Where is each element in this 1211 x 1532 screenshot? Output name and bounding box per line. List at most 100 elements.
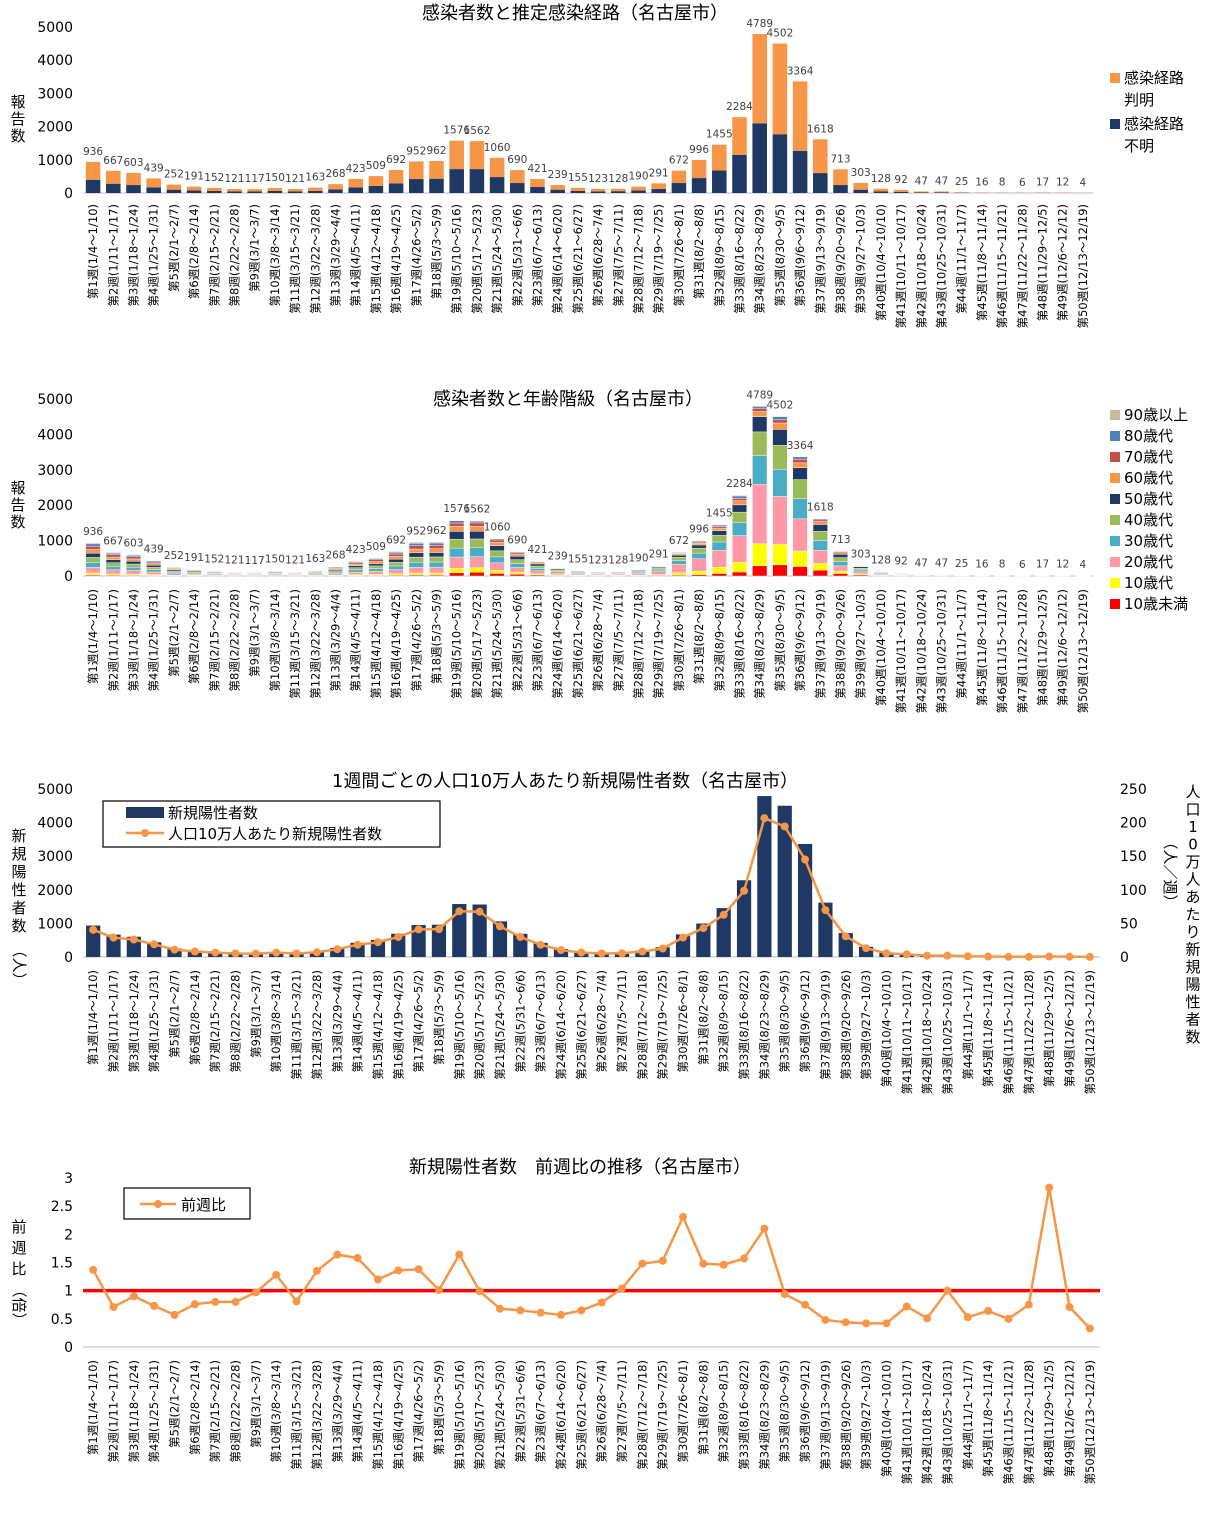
data-label: 291 xyxy=(649,167,669,179)
line-point xyxy=(89,1266,97,1274)
y-tick-label: 1 xyxy=(64,1284,73,1300)
data-label: 1618 xyxy=(807,502,834,514)
x-tick-label: 第8週(2/22～2/28) xyxy=(229,970,243,1072)
line-point xyxy=(496,1305,504,1313)
bar-segment xyxy=(470,539,485,548)
bar-segment xyxy=(369,186,384,193)
y2-tick-label: 100 xyxy=(1120,883,1147,899)
data-label: 268 xyxy=(325,168,345,180)
bar-segment xyxy=(550,572,565,573)
data-label: 128 xyxy=(871,173,891,185)
chart-age-group: 感染者数と年齢階級（名古屋市） 010002000300040005000936… xyxy=(10,389,1188,713)
x-tick-label: 第44週(11/1～11/7) xyxy=(961,970,975,1080)
bar-segment xyxy=(591,189,606,191)
data-label: 690 xyxy=(507,535,527,547)
data-label: 603 xyxy=(123,157,143,169)
line-point xyxy=(333,945,341,953)
x-tick-label: 第42週(10/18～10/24) xyxy=(920,1360,934,1484)
y2-tick-label: 200 xyxy=(1120,816,1147,832)
data-label: 439 xyxy=(144,162,164,174)
data-label: 117 xyxy=(245,555,265,567)
data-label: 2284 xyxy=(726,478,753,490)
bar-segment xyxy=(490,570,505,573)
data-label: 1618 xyxy=(807,123,834,135)
line-point xyxy=(232,1298,240,1306)
bar-segment xyxy=(773,417,788,420)
bar-segment xyxy=(86,557,101,562)
bar-segment xyxy=(126,559,141,561)
bar-segment xyxy=(712,524,727,525)
axis-label-char: あ xyxy=(1185,888,1200,906)
legend-label: 50歳代 xyxy=(1124,490,1173,508)
line-point xyxy=(171,946,179,954)
data-label: 152 xyxy=(204,172,224,184)
bar-segment xyxy=(106,171,121,184)
data-label: 128 xyxy=(871,554,891,566)
bar-segment xyxy=(712,535,727,542)
x-tick-label: 第29週(7/19～7/25) xyxy=(652,204,666,314)
data-label: 2284 xyxy=(726,101,753,113)
x-tick-label: 第6週(2/8～2/14) xyxy=(187,204,201,299)
bar-segment xyxy=(429,161,444,179)
data-label: 239 xyxy=(548,169,568,181)
axis-label-unit: （倍） xyxy=(10,1282,28,1327)
bar-segment xyxy=(449,141,464,169)
data-label: 8 xyxy=(999,559,1006,571)
bar-segment xyxy=(389,559,404,562)
x-tick-label: 第43週(10/25～10/31) xyxy=(935,589,949,713)
y-tick-label: 1.5 xyxy=(51,1256,73,1272)
chart2-title: 感染者数と年齢階級（名古屋市） xyxy=(433,389,703,410)
bar-segment xyxy=(106,552,121,553)
line-point xyxy=(679,1213,687,1221)
x-tick-label: 第32週(8/9～8/15) xyxy=(712,204,726,306)
bar-segment xyxy=(389,566,404,570)
bar-segment xyxy=(773,429,788,445)
legend-label: 人口10万人あたり新規陽性者数 xyxy=(168,825,382,843)
legend-marker xyxy=(141,829,149,837)
data-label: 3364 xyxy=(787,65,814,77)
axis-label-char: 報 xyxy=(10,93,25,111)
data-label: 936 xyxy=(83,526,103,538)
legend-swatch xyxy=(1110,578,1120,588)
y-tick-label: 4000 xyxy=(37,427,73,443)
x-tick-label: 第45週(11/8～11/14) xyxy=(975,204,989,321)
bar-segment xyxy=(672,561,687,565)
x-tick-label: 第26週(6/28～7/4) xyxy=(591,589,605,691)
y2-tick-label: 250 xyxy=(1120,782,1147,798)
x-tick-label: 第32週(8/9～8/15) xyxy=(717,970,731,1072)
x-tick-label: 第28週(7/12～7/18) xyxy=(635,970,649,1080)
x-tick-label: 第27週(7/5～7/11) xyxy=(611,204,625,306)
legend-label: 判明 xyxy=(1124,91,1154,109)
x-tick-label: 第7週(2/15～2/21) xyxy=(208,970,222,1072)
x-tick-label: 第18週(5/3～5/9) xyxy=(430,589,444,684)
legend-label: 10歳未満 xyxy=(1124,595,1188,613)
line-point xyxy=(252,1288,260,1296)
bar-segment xyxy=(369,562,384,564)
bar-segment xyxy=(874,189,889,192)
legend-label: 新規陽性者数 xyxy=(168,804,258,822)
data-label: 439 xyxy=(144,543,164,555)
line-point xyxy=(537,1309,545,1317)
line-point xyxy=(537,941,545,949)
x-tick-label: 第18週(5/3～5/9) xyxy=(432,970,446,1065)
bar-segment xyxy=(167,190,182,193)
line-point xyxy=(842,1318,850,1326)
bar-segment xyxy=(752,34,767,123)
bar-segment xyxy=(449,169,464,193)
bar-segment xyxy=(348,566,363,568)
bar-segment xyxy=(369,558,384,559)
bar-segment xyxy=(732,498,747,500)
x-tick-label: 第50週(12/13～12/19) xyxy=(1083,970,1097,1094)
data-label: 962 xyxy=(426,145,446,157)
line-point xyxy=(923,952,931,960)
x-tick-label: 第20週(5/17～5/23) xyxy=(470,589,484,699)
data-label: 16 xyxy=(975,176,989,188)
x-tick-label: 第31週(8/2～8/8) xyxy=(692,204,706,299)
x-tick-label: 第11週(3/15～3/21) xyxy=(290,1360,304,1470)
bar-segment xyxy=(348,568,363,570)
bar-segment xyxy=(86,567,101,573)
line-point xyxy=(455,1251,463,1259)
bar-segment xyxy=(752,123,767,193)
bar-segment xyxy=(389,554,404,556)
